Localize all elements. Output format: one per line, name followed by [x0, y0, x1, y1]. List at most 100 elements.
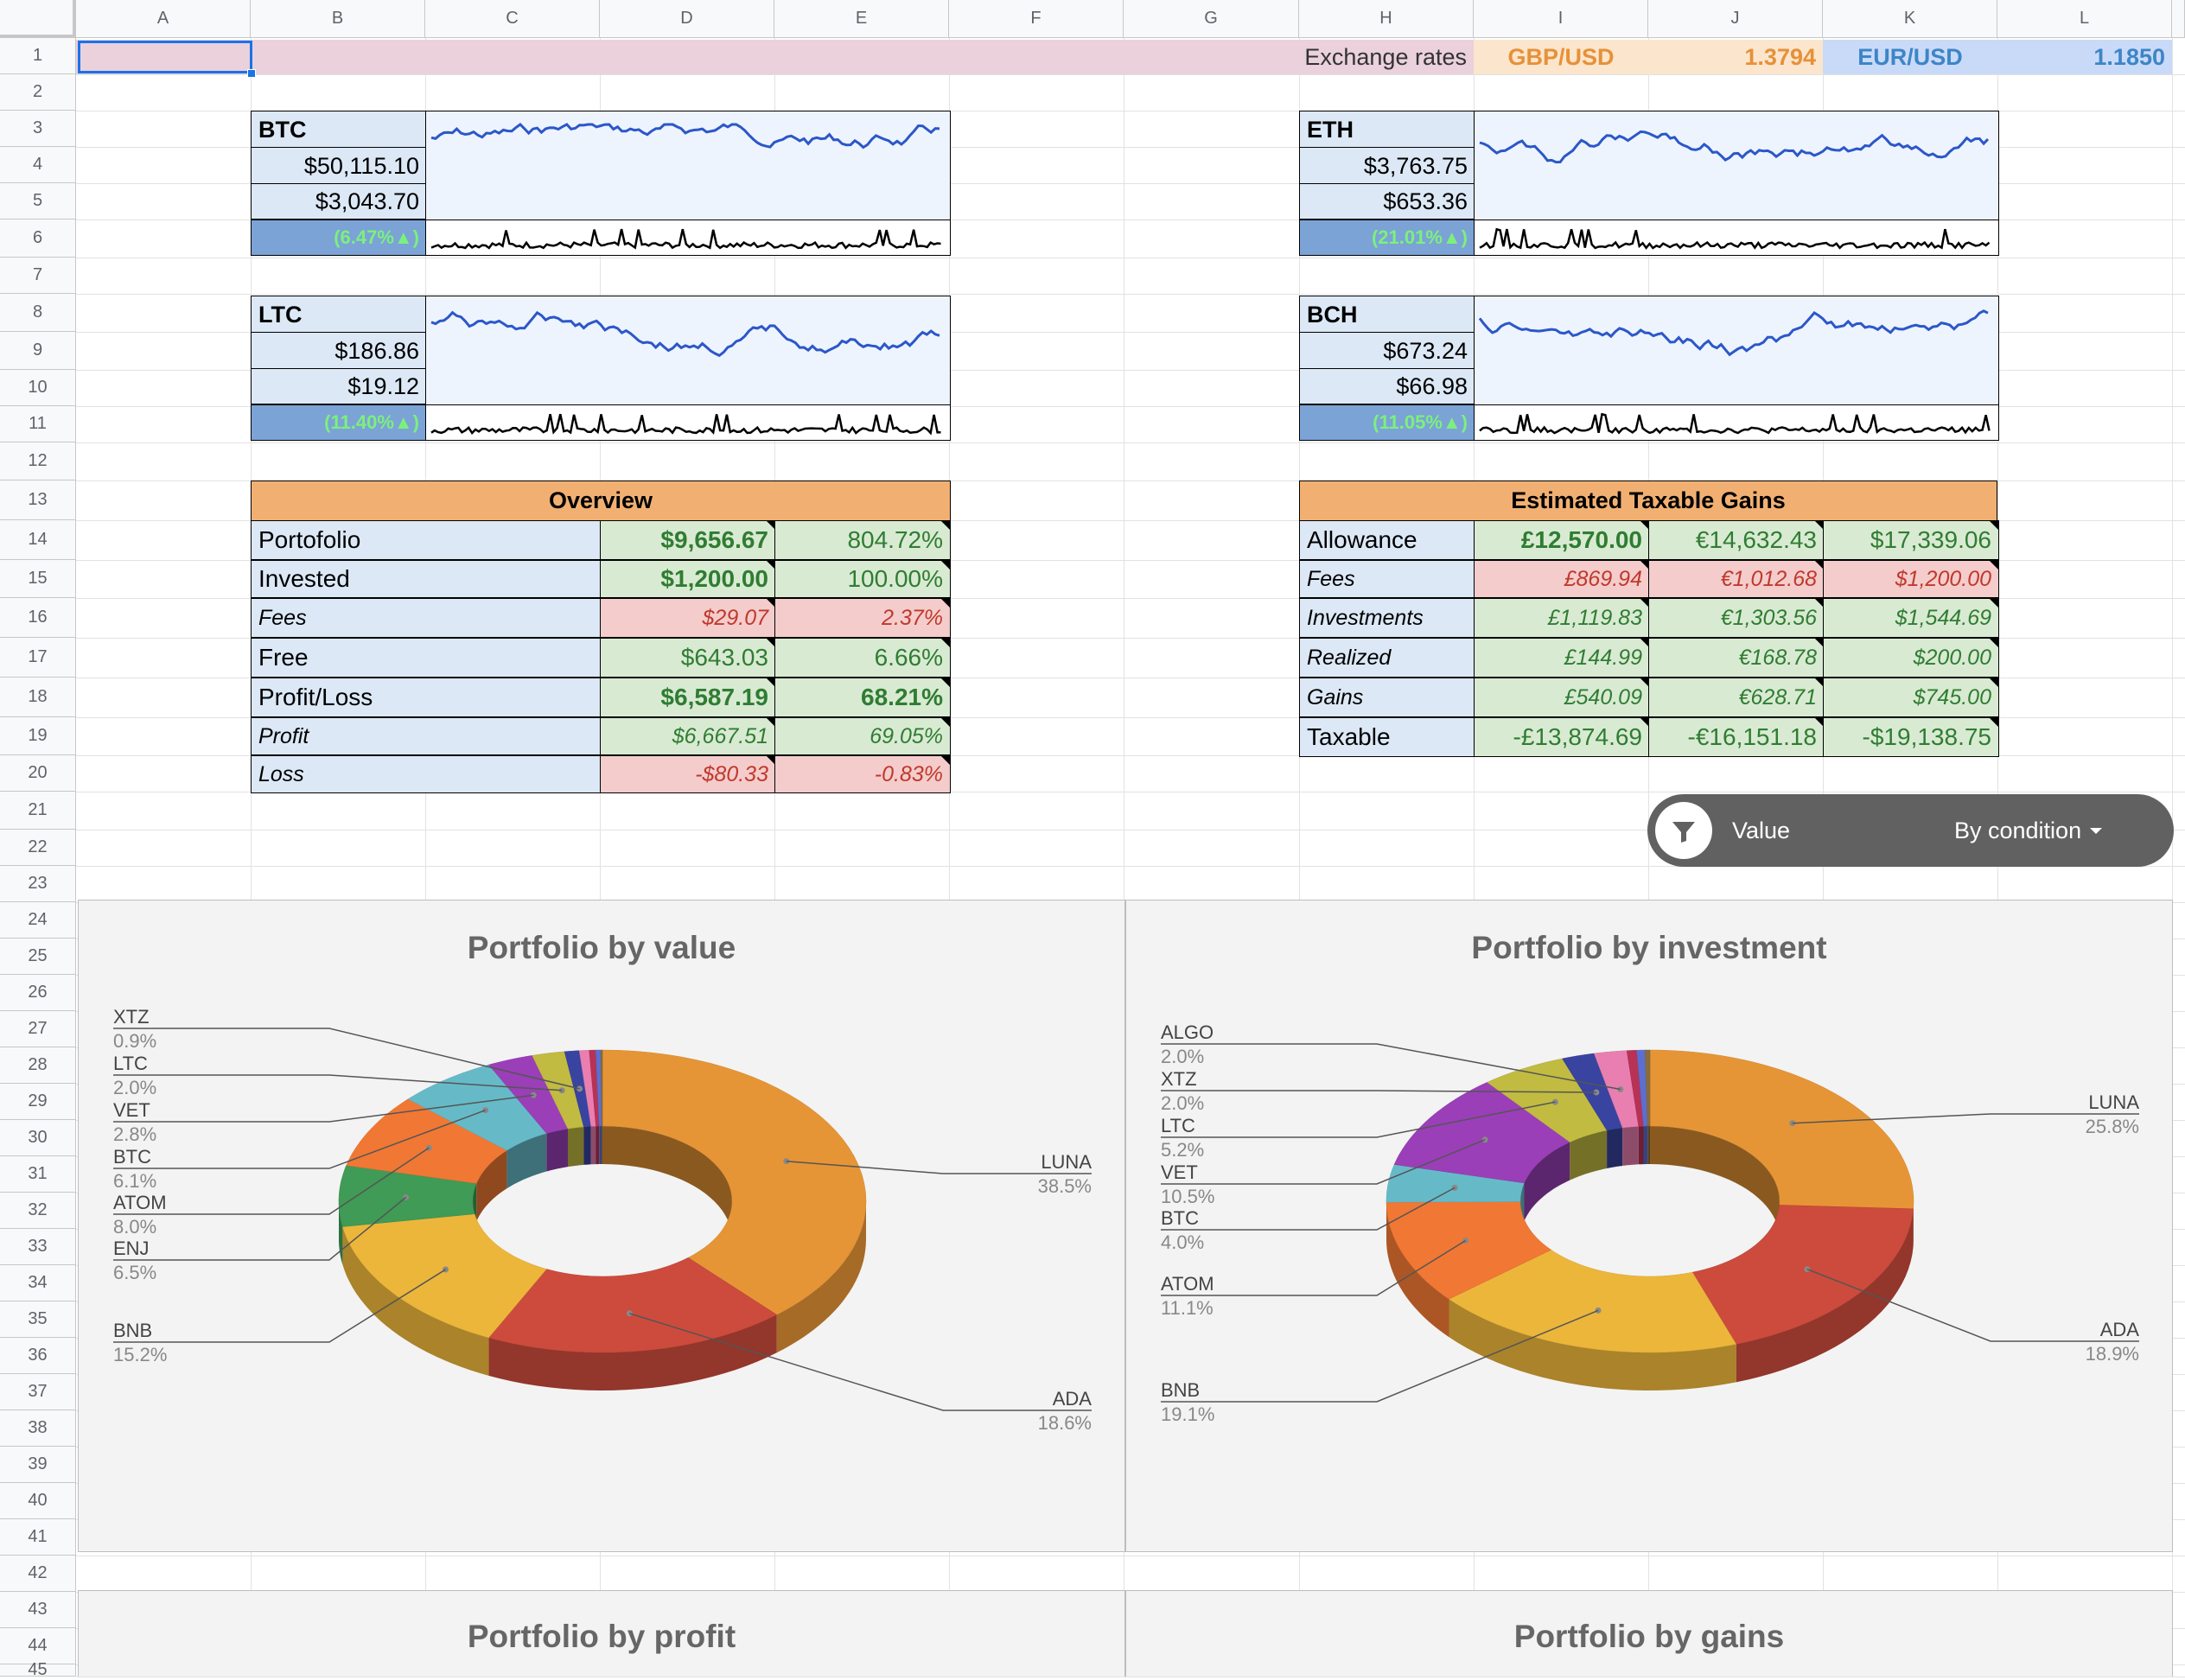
- row-header-26[interactable]: 26: [0, 975, 76, 1011]
- column-header-l[interactable]: L: [1997, 0, 2172, 38]
- row-header-31[interactable]: 31: [0, 1156, 76, 1193]
- filter-condition-dropdown[interactable]: By condition: [1954, 794, 2102, 867]
- row-header-18[interactable]: 18: [0, 678, 76, 717]
- overview-percent[interactable]: 100.00%: [774, 560, 951, 598]
- column-header-h[interactable]: H: [1299, 0, 1474, 38]
- taxable-eur-value[interactable]: €168.78: [1648, 638, 1825, 678]
- overview-value[interactable]: -$80.33: [600, 755, 776, 793]
- taxable-usd-value[interactable]: $200.00: [1823, 638, 1999, 678]
- coin-low-ltc[interactable]: $19.12: [251, 368, 427, 404]
- overview-value[interactable]: $6,667.51: [600, 717, 776, 755]
- taxable-eur-value[interactable]: -€16,151.18: [1648, 717, 1825, 757]
- column-header-k[interactable]: K: [1823, 0, 1997, 38]
- row-header-23[interactable]: 23: [0, 866, 76, 902]
- taxable-usd-value[interactable]: $17,339.06: [1823, 520, 1999, 560]
- overview-percent[interactable]: 804.72%: [774, 520, 951, 560]
- row-header-9[interactable]: 9: [0, 332, 76, 370]
- taxable-gbp-value[interactable]: £144.99: [1474, 638, 1650, 678]
- row-header-35[interactable]: 35: [0, 1301, 76, 1338]
- slice-luna[interactable]: [1650, 1050, 1914, 1209]
- taxable-gbp-value[interactable]: -£13,874.69: [1474, 717, 1650, 757]
- gbp-usd-value[interactable]: 1.3794: [1648, 40, 1823, 74]
- row-header-43[interactable]: 43: [0, 1592, 76, 1628]
- coin-high-btc[interactable]: $50,115.10: [251, 147, 427, 185]
- row-header-45[interactable]: 45: [0, 1664, 76, 1677]
- taxable-eur-value[interactable]: €1,012.68: [1648, 560, 1825, 598]
- row-header-22[interactable]: 22: [0, 830, 76, 866]
- selection-handle[interactable]: [247, 69, 256, 78]
- row-header-15[interactable]: 15: [0, 560, 76, 598]
- overview-value[interactable]: $1,200.00: [600, 560, 776, 598]
- row-header-12[interactable]: 12: [0, 442, 76, 480]
- overview-percent[interactable]: 69.05%: [774, 717, 951, 755]
- filter-icon[interactable]: [1655, 802, 1712, 859]
- coin-change-bch[interactable]: (11.05%▲): [1299, 404, 1475, 441]
- chart-portfolio-by-profit[interactable]: Portfolio by profit: [78, 1590, 1125, 1677]
- row-header-14[interactable]: 14: [0, 520, 76, 560]
- row-header-27[interactable]: 27: [0, 1011, 76, 1047]
- coin-high-eth[interactable]: $3,763.75: [1299, 147, 1475, 185]
- coin-change-ltc[interactable]: (11.40%▲): [251, 404, 427, 441]
- select-all-corner[interactable]: [0, 0, 76, 38]
- row-header-5[interactable]: 5: [0, 183, 76, 220]
- coin-low-eth[interactable]: $653.36: [1299, 183, 1475, 220]
- row-header-30[interactable]: 30: [0, 1120, 76, 1156]
- row-header-20[interactable]: 20: [0, 755, 76, 792]
- coin-low-btc[interactable]: $3,043.70: [251, 183, 427, 220]
- row-header-29[interactable]: 29: [0, 1084, 76, 1120]
- overview-value[interactable]: $643.03: [600, 638, 776, 678]
- column-header-i[interactable]: I: [1474, 0, 1648, 38]
- row-header-36[interactable]: 36: [0, 1338, 76, 1374]
- row-header-32[interactable]: 32: [0, 1193, 76, 1229]
- row-header-7[interactable]: 7: [0, 258, 76, 294]
- row-header-38[interactable]: 38: [0, 1410, 76, 1447]
- row-header-24[interactable]: 24: [0, 902, 76, 939]
- filter-chip[interactable]: Value By condition: [1647, 794, 2174, 867]
- row-header-40[interactable]: 40: [0, 1483, 76, 1519]
- overview-value[interactable]: $29.07: [600, 598, 776, 638]
- row-header-16[interactable]: 16: [0, 598, 76, 638]
- row-header-34[interactable]: 34: [0, 1265, 76, 1301]
- overview-value[interactable]: $9,656.67: [600, 520, 776, 560]
- overview-percent[interactable]: -0.83%: [774, 755, 951, 793]
- eur-usd-value[interactable]: 1.1850: [1997, 40, 2172, 74]
- coin-low-bch[interactable]: $66.98: [1299, 368, 1475, 404]
- taxable-gbp-value[interactable]: £869.94: [1474, 560, 1650, 598]
- taxable-eur-value[interactable]: €14,632.43: [1648, 520, 1825, 560]
- overview-value[interactable]: $6,587.19: [600, 678, 776, 717]
- row-header-19[interactable]: 19: [0, 717, 76, 755]
- coin-change-btc[interactable]: (6.47%▲): [251, 220, 427, 256]
- column-header-a[interactable]: A: [76, 0, 251, 38]
- column-header-g[interactable]: G: [1124, 0, 1299, 38]
- row-header-33[interactable]: 33: [0, 1229, 76, 1265]
- selected-cell-a1[interactable]: [78, 41, 252, 73]
- overview-percent[interactable]: 6.66%: [774, 638, 951, 678]
- column-header-e[interactable]: E: [774, 0, 949, 38]
- coin-high-ltc[interactable]: $186.86: [251, 332, 427, 370]
- coin-high-bch[interactable]: $673.24: [1299, 332, 1475, 370]
- overview-percent[interactable]: 68.21%: [774, 678, 951, 717]
- taxable-gbp-value[interactable]: £12,570.00: [1474, 520, 1650, 560]
- column-header-j[interactable]: J: [1648, 0, 1823, 38]
- row-header-25[interactable]: 25: [0, 939, 76, 975]
- row-header-6[interactable]: 6: [0, 220, 76, 258]
- taxable-eur-value[interactable]: €1,303.56: [1648, 598, 1825, 638]
- column-header-f[interactable]: F: [949, 0, 1124, 38]
- row-header-41[interactable]: 41: [0, 1519, 76, 1556]
- row-header-42[interactable]: 42: [0, 1556, 76, 1592]
- chart-portfolio-by-gains[interactable]: Portfolio by gains: [1125, 1590, 2173, 1677]
- row-header-13[interactable]: 13: [0, 480, 76, 520]
- row-header-3[interactable]: 3: [0, 111, 76, 147]
- row-header-21[interactable]: 21: [0, 792, 76, 830]
- column-header-m[interactable]: [2172, 0, 2185, 38]
- row-header-1[interactable]: 1: [0, 38, 76, 74]
- row-header-17[interactable]: 17: [0, 638, 76, 678]
- taxable-gbp-value[interactable]: £1,119.83: [1474, 598, 1650, 638]
- slice-ada[interactable]: [1692, 1205, 1914, 1344]
- taxable-usd-value[interactable]: $745.00: [1823, 678, 1999, 717]
- coin-change-eth[interactable]: (21.01%▲): [1299, 220, 1475, 256]
- row-header-39[interactable]: 39: [0, 1447, 76, 1483]
- row-header-28[interactable]: 28: [0, 1047, 76, 1084]
